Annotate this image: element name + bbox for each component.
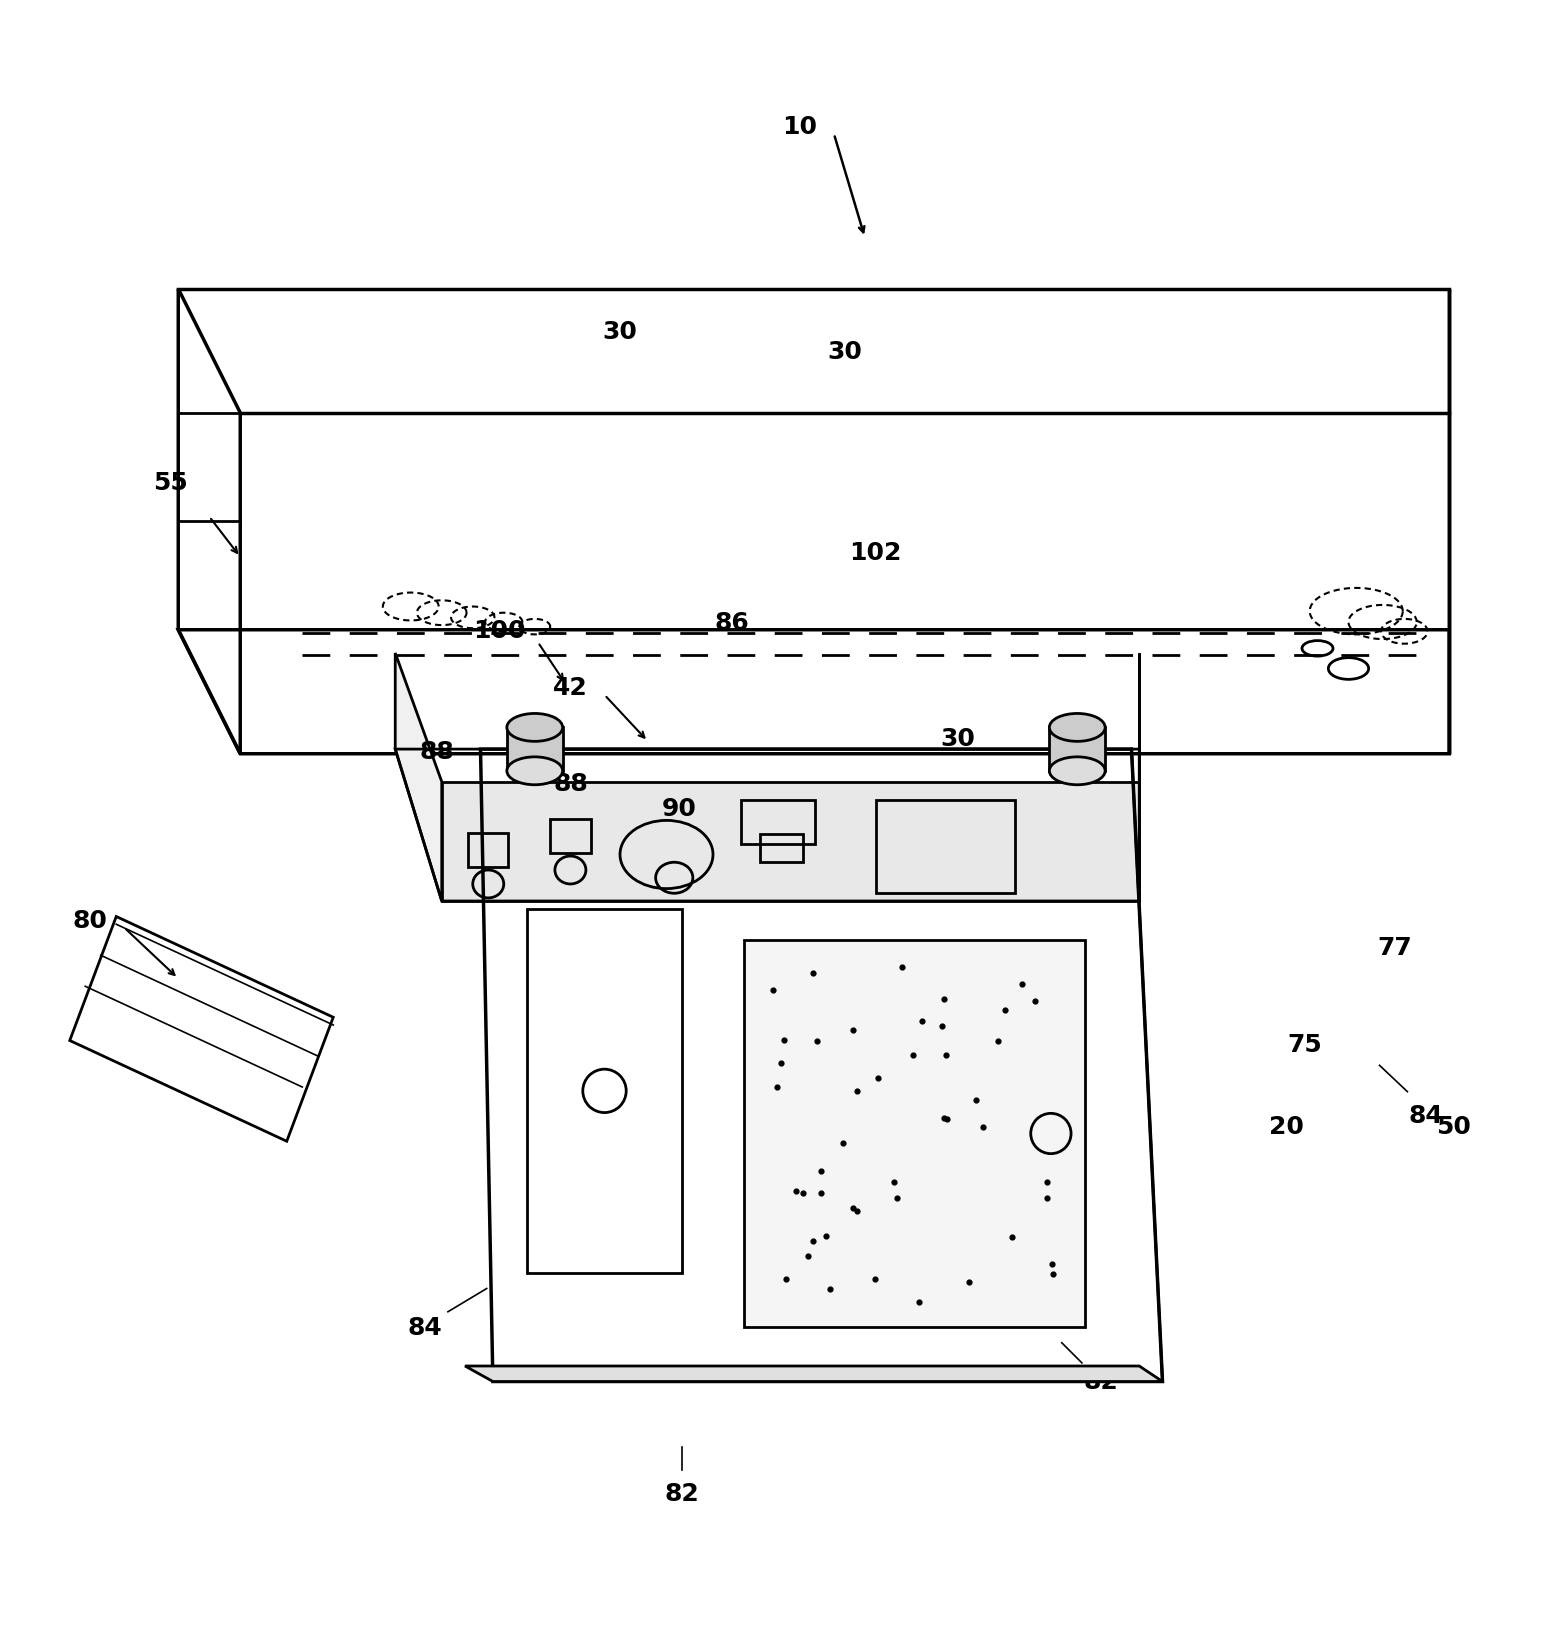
Point [773,1266,798,1292]
Text: 84: 84 [408,1315,442,1340]
Point [885,1185,910,1211]
Text: 77: 77 [1378,936,1412,959]
Text: 102: 102 [849,541,902,565]
Bar [744,939,1085,1327]
Point [1023,989,1048,1015]
Point [964,1088,989,1114]
Bar [527,910,682,1274]
Text: 20: 20 [1269,1114,1304,1139]
Point [842,1018,866,1045]
Point [845,1198,870,1224]
Text: 75: 75 [1288,1032,1322,1056]
Bar [507,728,563,771]
Point [956,1269,981,1295]
Text: 100: 100 [473,618,525,643]
Bar [550,819,591,854]
Bar [1049,728,1105,771]
Point [801,1228,826,1254]
Point [863,1266,888,1292]
Point [994,997,1018,1023]
Point [814,1223,839,1249]
Point [910,1009,935,1035]
Point [986,1028,1011,1055]
Point [790,1180,815,1206]
Point [890,954,914,981]
Polygon shape [395,654,442,901]
Bar [741,801,815,844]
Point [1035,1185,1060,1211]
Text: 84: 84 [1409,1103,1443,1127]
Point [1034,1168,1059,1195]
Point [882,1170,907,1196]
Point [1038,1251,1063,1277]
Text: 55: 55 [153,471,188,494]
Point [901,1043,925,1070]
Bar [876,801,1015,893]
Point [809,1159,834,1185]
Point [769,1050,794,1076]
Point [1040,1261,1065,1287]
Point [809,1180,834,1206]
Text: 82: 82 [1083,1369,1118,1394]
Point [831,1131,856,1157]
Polygon shape [442,783,1139,901]
Ellipse shape [1049,714,1105,742]
Point [772,1027,797,1053]
Point [804,1028,829,1055]
Bar [468,834,508,867]
Point [932,1104,956,1131]
Point [907,1289,932,1315]
Point [840,1195,865,1221]
Point [784,1178,809,1205]
Text: 88: 88 [420,740,454,763]
Ellipse shape [507,758,563,786]
Polygon shape [465,1366,1162,1381]
Point [865,1065,890,1091]
Text: 42: 42 [553,676,587,700]
Bar [760,836,803,862]
Point [970,1114,995,1140]
Text: 30: 30 [603,320,637,343]
Point [930,1014,955,1040]
Text: 30: 30 [828,339,862,364]
Point [817,1276,842,1302]
Text: 10: 10 [783,115,817,138]
Text: 86: 86 [715,611,749,634]
Text: 80: 80 [73,908,107,933]
Ellipse shape [1049,758,1105,786]
Point [1011,971,1035,997]
Text: 82: 82 [665,1482,699,1505]
Ellipse shape [507,714,563,742]
Point [1000,1224,1025,1251]
Text: 50: 50 [1437,1114,1471,1139]
Point [935,1106,959,1132]
Point [797,1243,822,1269]
Point [766,1074,791,1101]
Text: 30: 30 [941,727,975,751]
Point [845,1078,870,1104]
Text: 90: 90 [662,796,696,821]
Point [761,977,786,1004]
Point [933,1043,958,1070]
Point [932,986,956,1012]
Text: 88: 88 [553,771,587,796]
Point [801,961,826,987]
